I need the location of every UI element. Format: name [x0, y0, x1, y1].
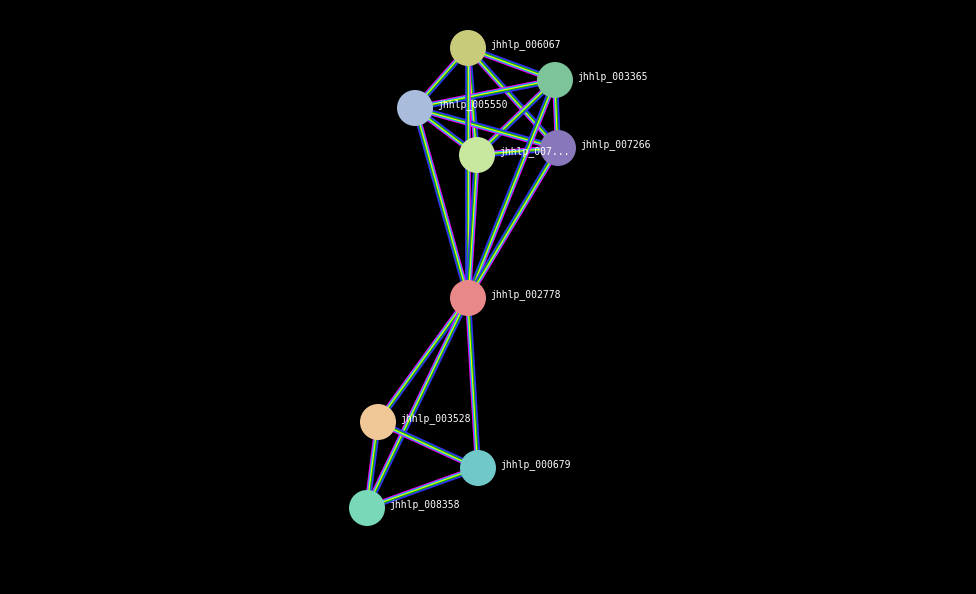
Text: jhhlp_003528: jhhlp_003528 [400, 413, 470, 425]
Circle shape [540, 130, 576, 166]
Circle shape [360, 404, 396, 440]
Circle shape [397, 90, 433, 126]
Circle shape [459, 137, 495, 173]
Circle shape [349, 490, 385, 526]
Text: jhhlp_007...: jhhlp_007... [499, 147, 570, 157]
Circle shape [460, 450, 496, 486]
Text: jhhlp_003365: jhhlp_003365 [577, 71, 647, 83]
Text: jhhlp_008358: jhhlp_008358 [389, 500, 460, 510]
Text: jhhlp_005550: jhhlp_005550 [437, 100, 508, 110]
Circle shape [450, 30, 486, 66]
Circle shape [450, 280, 486, 316]
Text: jhhlp_006067: jhhlp_006067 [490, 40, 560, 50]
Text: jhhlp_007266: jhhlp_007266 [580, 140, 650, 150]
Text: jhhlp_002778: jhhlp_002778 [490, 289, 560, 301]
Text: jhhlp_000679: jhhlp_000679 [500, 460, 571, 470]
Circle shape [537, 62, 573, 98]
